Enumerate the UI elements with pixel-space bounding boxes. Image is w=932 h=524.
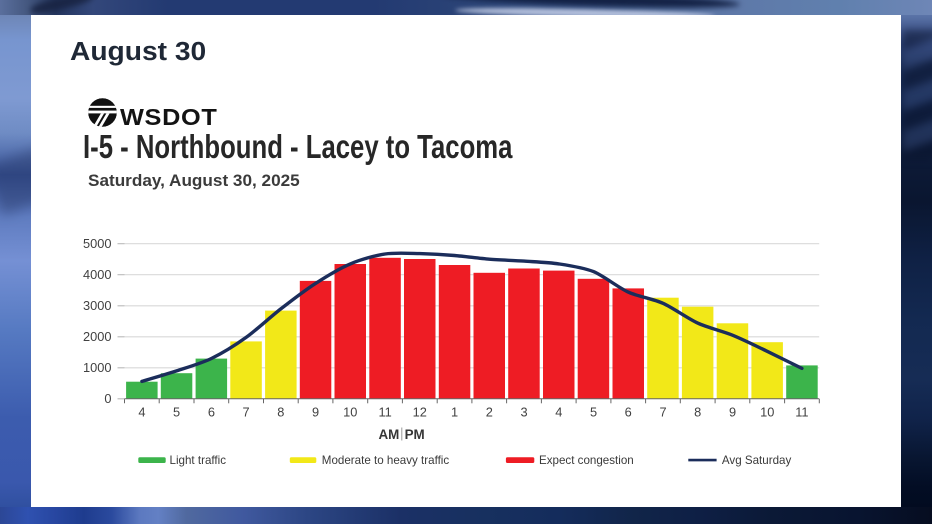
svg-text:8: 8 xyxy=(277,405,284,420)
svg-text:5: 5 xyxy=(173,405,180,420)
svg-text:10: 10 xyxy=(760,405,774,420)
svg-text:2000: 2000 xyxy=(83,329,111,344)
svg-text:0: 0 xyxy=(104,391,111,406)
svg-text:AM: AM xyxy=(378,427,399,442)
svg-text:12: 12 xyxy=(413,405,427,420)
svg-text:4000: 4000 xyxy=(83,267,111,282)
svg-text:7: 7 xyxy=(243,405,250,420)
svg-text:Expect congestion: Expect congestion xyxy=(539,454,634,467)
svg-text:Light traffic: Light traffic xyxy=(170,454,227,467)
svg-text:9: 9 xyxy=(729,405,736,420)
svg-text:6: 6 xyxy=(208,405,215,420)
svg-text:6: 6 xyxy=(625,405,632,420)
svg-text:7: 7 xyxy=(659,405,666,420)
svg-text:PM: PM xyxy=(405,427,425,442)
svg-text:Moderate to heavy traffic: Moderate to heavy traffic xyxy=(322,454,450,467)
svg-text:5: 5 xyxy=(590,405,597,420)
svg-text:11: 11 xyxy=(795,405,808,420)
svg-text:1000: 1000 xyxy=(83,360,111,375)
svg-text:5000: 5000 xyxy=(83,236,111,251)
svg-text:2: 2 xyxy=(486,405,493,420)
svg-text:3000: 3000 xyxy=(83,298,111,313)
svg-text:Avg Saturday: Avg Saturday xyxy=(722,454,792,467)
svg-text:11: 11 xyxy=(378,405,391,420)
svg-text:1: 1 xyxy=(451,405,458,420)
svg-text:8: 8 xyxy=(694,405,701,420)
svg-text:9: 9 xyxy=(312,405,319,420)
svg-text:4: 4 xyxy=(138,405,145,420)
svg-text:10: 10 xyxy=(343,405,357,420)
svg-text:4: 4 xyxy=(555,405,562,420)
svg-text:3: 3 xyxy=(520,405,527,420)
